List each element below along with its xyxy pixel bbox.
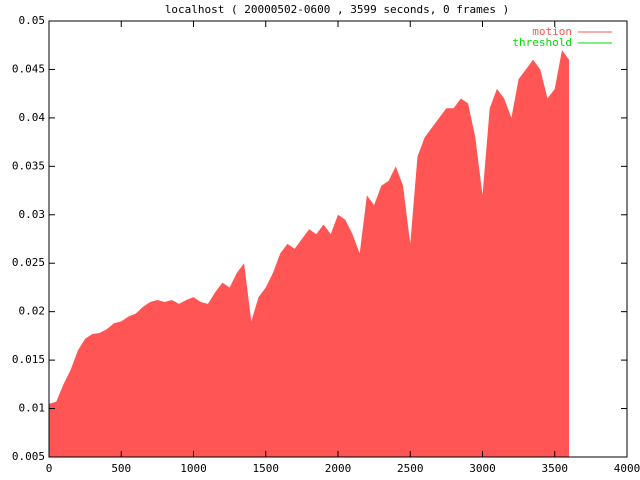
y-tick-label: 0.015 (12, 353, 45, 366)
y-tick-label: 0.045 (12, 62, 45, 75)
y-tick-label: 0.04 (19, 111, 46, 124)
y-tick-label: 0.03 (19, 208, 46, 221)
area (49, 50, 570, 458)
y-tick-label: 0.005 (12, 450, 45, 463)
chart-title: localhost ( 20000502-0600 , 3599 seconds… (165, 3, 509, 16)
x-tick-label: 4000 (614, 462, 640, 475)
x-tick-label: 3500 (542, 462, 569, 475)
legend-label: threshold (512, 36, 572, 49)
y-tick-label: 0.05 (19, 14, 46, 27)
y-tick-label: 0.035 (12, 159, 45, 172)
x-tick-label: 1500 (253, 462, 280, 475)
x-tick-label: 1000 (180, 462, 207, 475)
x-tick-label: 0 (46, 462, 53, 475)
x-tick-label: 500 (111, 462, 131, 475)
y-tick-label: 0.02 (19, 305, 46, 318)
x-tick-label: 2000 (325, 462, 352, 475)
legend-label: motion (532, 25, 572, 38)
y-tick-label: 0.01 (19, 402, 46, 415)
y-tick-label: 0.025 (12, 256, 45, 269)
x-tick-label: 2500 (397, 462, 424, 475)
x-tick-label: 3000 (469, 462, 496, 475)
